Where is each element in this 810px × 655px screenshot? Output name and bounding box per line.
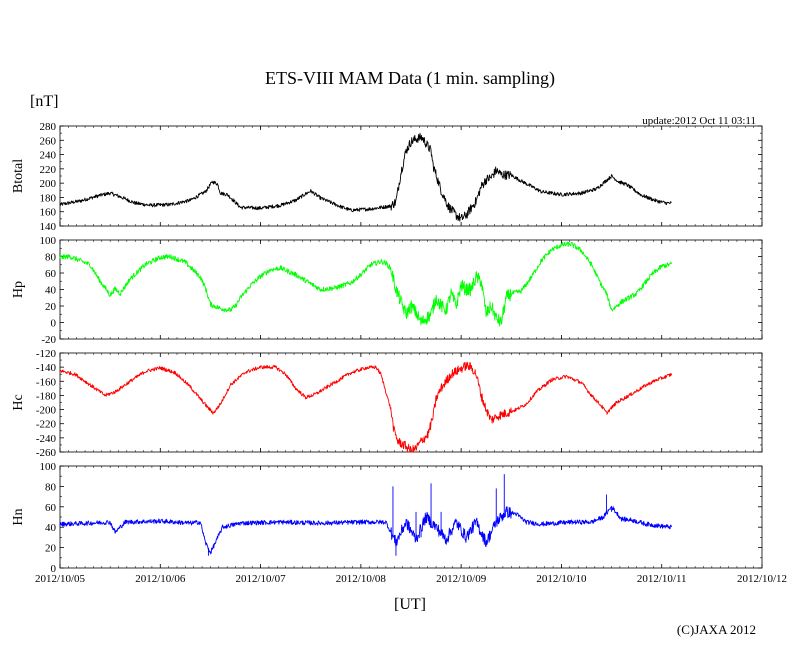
y-tick-label: 140 bbox=[40, 221, 57, 233]
panel-hn: 0 20 40 60 80 100 Hn bbox=[11, 461, 763, 575]
y-tick-label: -220 bbox=[36, 419, 57, 431]
y-tick-label: 20 bbox=[45, 543, 57, 555]
y-tick-label: 40 bbox=[45, 285, 57, 297]
y-axis-label: Hc bbox=[11, 394, 26, 410]
copyright-text: (C)JAXA 2012 bbox=[677, 622, 756, 637]
y-tick-label: 80 bbox=[45, 481, 57, 493]
panel-frame bbox=[59, 125, 763, 227]
y-tick-label: -20 bbox=[41, 334, 56, 346]
panel-hp: -20 0 20 40 60 80 100 Hp bbox=[11, 235, 763, 346]
y-axis-label: Btotal bbox=[11, 159, 26, 193]
series-line-hp bbox=[59, 241, 673, 327]
y-tick-label: 160 bbox=[40, 207, 57, 219]
y-tick-label: 200 bbox=[40, 178, 57, 190]
panels-group: 140160180200220240260280Btotal-200204060… bbox=[11, 121, 763, 575]
series-line-hc bbox=[59, 361, 673, 453]
y-tick-label: 260 bbox=[40, 135, 57, 147]
y-tick-label: -200 bbox=[36, 405, 57, 417]
y-tick-label: 180 bbox=[40, 192, 57, 204]
panel-frame bbox=[59, 352, 763, 453]
y-axis-label: Hn bbox=[11, 508, 26, 525]
y-tick-label: 20 bbox=[45, 301, 57, 313]
y-tick-label: 60 bbox=[45, 268, 57, 280]
series-line-btotal bbox=[59, 132, 672, 222]
y-tick-label: 0 bbox=[51, 563, 57, 575]
unit-label: [nT] bbox=[30, 93, 58, 110]
y-tick-label: -140 bbox=[36, 362, 57, 374]
y-axis-label: Hp bbox=[11, 281, 26, 298]
y-tick-label: 240 bbox=[40, 150, 57, 162]
x-axis-labels: 2012/10/05 2012/10/06 2012/10/07 2012/10/08… bbox=[35, 573, 787, 585]
y-tick-label: 80 bbox=[45, 252, 57, 264]
x-tick-label: 2012/10/11 bbox=[637, 573, 687, 585]
panel-hc: -260 -240 -220 -200 -180 -160 -140 -120 Hc bbox=[11, 348, 763, 459]
chart-title: ETS-VIII MAM Data (1 min. sampling) bbox=[265, 68, 555, 89]
series-line-hn bbox=[59, 505, 673, 555]
x-tick-label: 2012/10/05 bbox=[35, 573, 86, 585]
x-tick-label: 2012/10/09 bbox=[436, 573, 487, 585]
x-tick-label: 2012/10/10 bbox=[536, 573, 587, 585]
y-tick-label: 280 bbox=[40, 121, 57, 133]
y-tick-label: 60 bbox=[45, 502, 57, 514]
x-tick-label: 2012/10/08 bbox=[336, 573, 387, 585]
y-tick-label: 220 bbox=[40, 164, 57, 176]
panel-frame bbox=[59, 465, 763, 569]
y-tick-label: -160 bbox=[36, 376, 57, 388]
y-tick-label: 100 bbox=[40, 235, 57, 247]
y-tick-label: 40 bbox=[45, 522, 57, 534]
y-tick-label: -260 bbox=[36, 447, 57, 459]
y-tick-label: 100 bbox=[40, 461, 57, 473]
update-timestamp: update:2012 Oct 11 03:11 bbox=[642, 115, 756, 127]
y-tick-label: -120 bbox=[36, 348, 57, 360]
y-tick-label: -180 bbox=[36, 390, 57, 402]
panel-btotal: 140 160 180 200 220 240 260 280 Btotal bbox=[11, 121, 763, 233]
x-tick-label: 2012/10/07 bbox=[236, 573, 287, 585]
x-tick-label: 2012/10/06 bbox=[135, 573, 186, 585]
x-axis-label: [UT] bbox=[394, 596, 426, 613]
x-tick-label: 2012/10/12 bbox=[737, 573, 787, 585]
y-tick-label: -240 bbox=[36, 433, 57, 445]
y-tick-label: 0 bbox=[51, 318, 57, 330]
